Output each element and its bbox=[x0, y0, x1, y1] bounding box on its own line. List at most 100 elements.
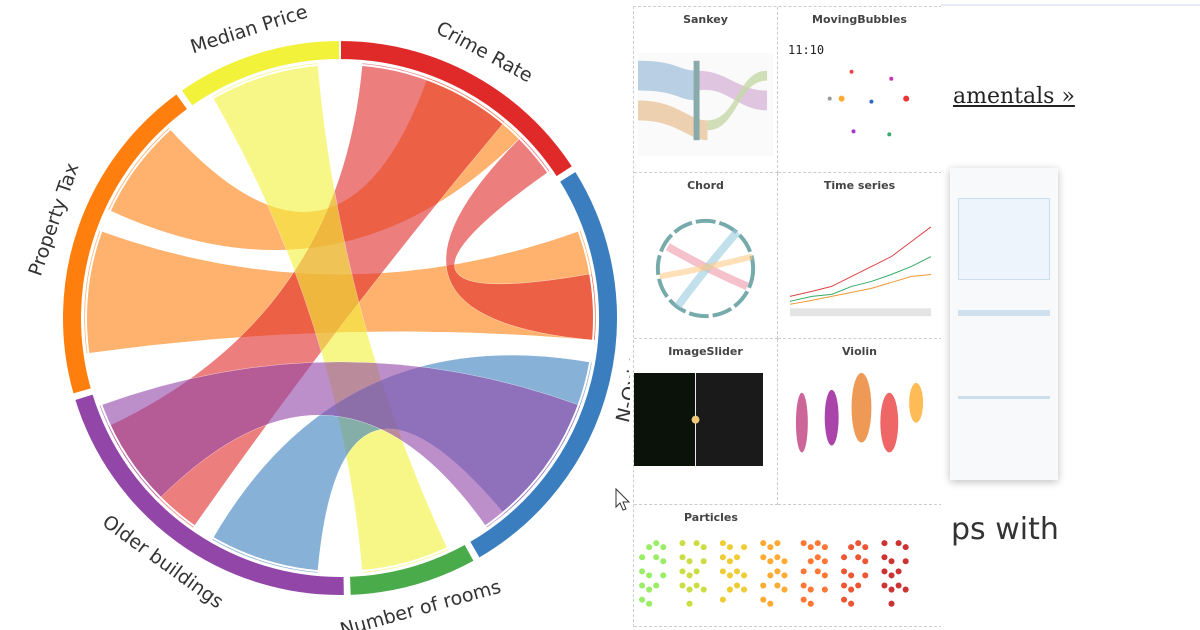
particle bbox=[814, 540, 821, 547]
particle bbox=[895, 568, 902, 575]
slider-thumb bbox=[634, 373, 763, 467]
particle bbox=[774, 568, 781, 575]
item-title: ImageSlider bbox=[668, 345, 743, 358]
gallery-item[interactable]: ImageSlider bbox=[634, 339, 778, 505]
arc bbox=[347, 542, 477, 597]
particle bbox=[881, 568, 888, 575]
particle bbox=[862, 544, 869, 551]
particle bbox=[821, 572, 828, 579]
arc bbox=[339, 38, 575, 179]
particle bbox=[726, 572, 733, 579]
item-title: MovingBubbles bbox=[812, 13, 907, 26]
gallery-item[interactable]: Violin bbox=[778, 339, 942, 505]
particle bbox=[888, 572, 895, 579]
item-title: Particles bbox=[684, 511, 738, 524]
particle bbox=[781, 586, 788, 593]
particle bbox=[741, 586, 748, 593]
particle bbox=[895, 540, 902, 547]
particle bbox=[848, 544, 855, 551]
particle bbox=[639, 596, 646, 603]
particle bbox=[862, 558, 869, 565]
particle bbox=[760, 582, 767, 589]
sankey-thumb bbox=[638, 52, 773, 157]
gallery-item[interactable]: Time series bbox=[778, 173, 942, 339]
timeseries-thumb bbox=[789, 226, 932, 317]
particle bbox=[741, 544, 748, 551]
particle bbox=[767, 558, 774, 565]
particle bbox=[653, 554, 660, 561]
particle bbox=[848, 600, 855, 607]
particle bbox=[700, 586, 707, 593]
particle bbox=[848, 586, 855, 593]
particle bbox=[719, 540, 726, 547]
violin-thumb bbox=[795, 372, 924, 453]
particle bbox=[679, 568, 686, 575]
particle bbox=[760, 554, 767, 561]
particle bbox=[841, 596, 848, 603]
particle bbox=[821, 586, 828, 593]
particle bbox=[700, 558, 707, 565]
particle bbox=[781, 572, 788, 579]
gallery-item[interactable]: Chord bbox=[634, 173, 778, 339]
particle bbox=[646, 544, 653, 551]
particle bbox=[800, 582, 807, 589]
clock: 11:10 bbox=[788, 43, 825, 57]
particle bbox=[814, 554, 821, 561]
bubbles-thumb bbox=[827, 69, 910, 137]
particle bbox=[781, 558, 788, 565]
heading: ps with bbox=[951, 512, 1059, 547]
item-title: Chord bbox=[687, 179, 724, 192]
gallery-item[interactable]: MovingBubbles 11:10 bbox=[778, 7, 942, 173]
particle bbox=[679, 540, 686, 547]
particle bbox=[807, 600, 814, 607]
particle bbox=[760, 540, 767, 547]
particle bbox=[902, 558, 909, 565]
item-title: Sankey bbox=[683, 13, 728, 26]
particle bbox=[686, 558, 693, 565]
particle bbox=[646, 600, 653, 607]
particle bbox=[679, 554, 686, 561]
link[interactable]: amentals » bbox=[953, 84, 1075, 109]
particle bbox=[814, 568, 821, 575]
particle bbox=[693, 540, 700, 547]
chord-thumb bbox=[655, 218, 756, 319]
particle bbox=[719, 568, 726, 575]
particle bbox=[693, 582, 700, 589]
particle bbox=[733, 582, 741, 589]
particle bbox=[653, 540, 660, 547]
ribbon bbox=[445, 136, 597, 341]
particle bbox=[800, 568, 807, 575]
arc bbox=[467, 169, 619, 561]
particle bbox=[686, 586, 693, 593]
particle bbox=[855, 540, 862, 547]
screenshot-card bbox=[950, 168, 1058, 480]
gallery-item[interactable]: Sankey bbox=[634, 7, 778, 173]
particle bbox=[800, 540, 807, 547]
particle bbox=[855, 554, 862, 561]
particle bbox=[700, 544, 707, 551]
particle bbox=[726, 586, 733, 593]
particle bbox=[895, 582, 902, 589]
particle bbox=[807, 558, 814, 565]
item-title: Time series bbox=[823, 179, 896, 192]
particle bbox=[881, 540, 888, 547]
ribbon bbox=[211, 62, 449, 574]
particle bbox=[646, 572, 653, 579]
particle bbox=[902, 544, 909, 551]
particle bbox=[888, 558, 895, 565]
particle bbox=[660, 558, 667, 565]
arc bbox=[61, 91, 190, 396]
particle bbox=[741, 572, 748, 579]
arc bbox=[72, 392, 346, 597]
particle bbox=[767, 544, 774, 551]
particle bbox=[774, 540, 781, 547]
particle bbox=[639, 568, 646, 575]
particle bbox=[841, 568, 848, 575]
gallery-item[interactable]: Particles bbox=[634, 505, 942, 627]
particle bbox=[902, 586, 909, 593]
particle bbox=[855, 582, 862, 589]
particles-thumb bbox=[639, 540, 909, 607]
particle bbox=[821, 544, 828, 551]
particle bbox=[821, 558, 828, 565]
